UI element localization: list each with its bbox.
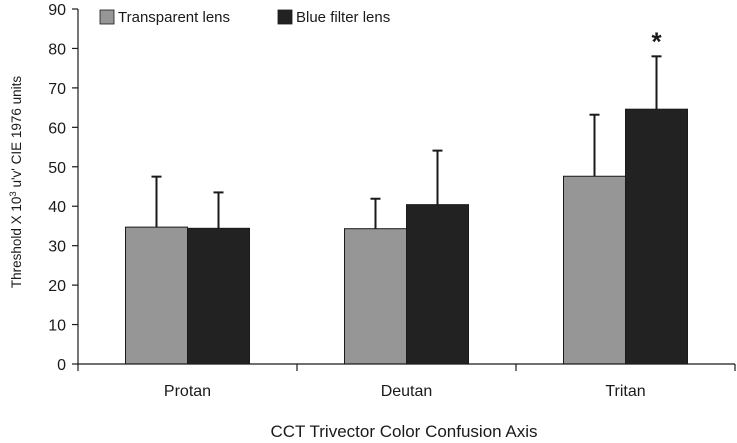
y-tick-label: 50 <box>48 160 66 177</box>
bar <box>344 228 407 365</box>
x-tick-label: Protan <box>164 383 211 400</box>
y-tick-label: 0 <box>57 357 66 374</box>
x-tick-label: Tritan <box>605 383 645 400</box>
legend-label-transparent-lens: Transparent lens <box>118 9 230 26</box>
bar <box>406 204 469 365</box>
category-labels: Protan Deutan Tritan <box>164 383 646 400</box>
y-tick-label: 20 <box>48 278 66 295</box>
y-axis-title: Threshold X 103 u'v' CIE 1976 units <box>8 76 24 289</box>
y-axis-title-units: u'v' CIE 1976 units <box>9 76 24 192</box>
y-tick-label: 90 <box>48 2 66 19</box>
bar <box>125 226 188 365</box>
y-axis-title-main: Threshold X 10 <box>9 197 24 289</box>
bar <box>563 175 626 365</box>
x-axis-ticks <box>77 364 736 371</box>
y-tick-label: 10 <box>48 318 66 335</box>
error-bars <box>151 55 662 229</box>
y-tick-label: 80 <box>48 41 66 58</box>
legend: Transparent lens Blue filter lens <box>99 9 390 26</box>
bars <box>125 108 688 365</box>
bar <box>187 227 250 365</box>
y-tick-label: 60 <box>48 120 66 137</box>
annotations: * <box>651 26 662 56</box>
legend-swatch-blue-filter-lens <box>277 9 293 25</box>
y-tick-label: 30 <box>48 239 66 256</box>
y-axis-title-superscript: 3 <box>8 191 19 196</box>
y-tick-label: 40 <box>48 199 66 216</box>
bar <box>625 108 688 365</box>
significance-asterisk: * <box>651 26 662 56</box>
x-axis-title: CCT Trivector Color Confusion Axis <box>270 422 537 441</box>
y-axis-ticks: 0 10 20 30 40 50 60 70 80 90 <box>48 2 78 374</box>
legend-label-blue-filter-lens: Blue filter lens <box>296 9 390 26</box>
y-tick-label: 70 <box>48 81 66 98</box>
legend-swatch-transparent-lens <box>99 9 115 25</box>
x-tick-label: Deutan <box>381 383 433 400</box>
